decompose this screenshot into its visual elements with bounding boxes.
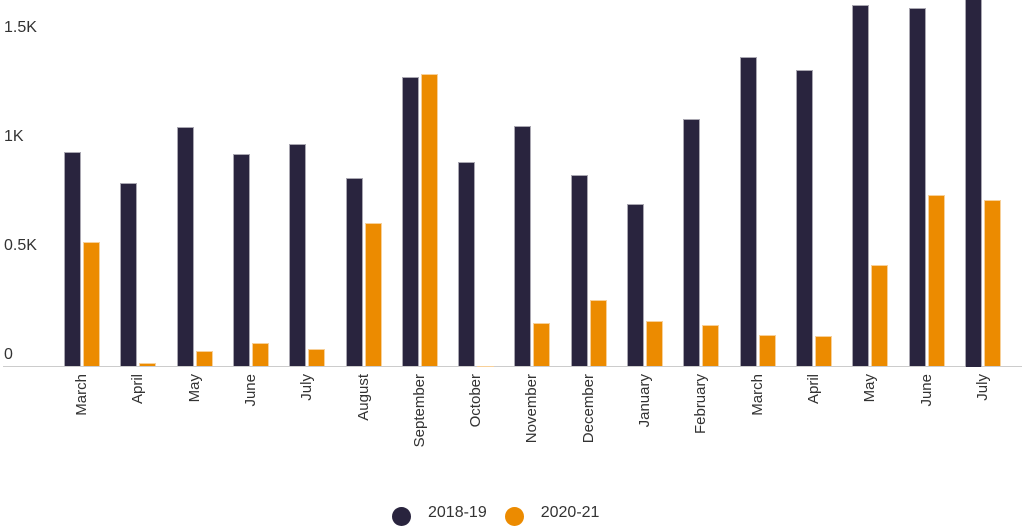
bar-series-1[interactable] [570, 174, 588, 367]
x-tick-label: April [804, 374, 822, 405]
legend-dot-icon [392, 507, 411, 526]
x-tick-label: September [410, 374, 428, 448]
bar-chart: 0 0.5K 1K 1.5K March April May June July August S… [3, 0, 1022, 526]
x-tick-label: February [692, 374, 710, 435]
bar-series-1[interactable] [401, 77, 419, 367]
bar-series-2[interactable] [308, 349, 326, 367]
legend-label: 2018-19 [428, 504, 487, 521]
legend: 2018-19 2020-21 [392, 504, 617, 526]
bar-series-1[interactable] [627, 203, 644, 367]
x-tick-label: April [129, 374, 147, 405]
bar-series-2[interactable] [589, 300, 607, 367]
bar-series-2[interactable] [871, 264, 889, 367]
y-tick-label: 0.5K [4, 236, 37, 254]
bar-series-1[interactable] [345, 178, 363, 367]
bar-series-1[interactable] [458, 161, 476, 367]
x-tick-label: June [241, 374, 259, 407]
bar-series-2[interactable] [195, 350, 213, 367]
bar-series-2[interactable] [983, 200, 1001, 367]
bar-series-2[interactable] [420, 73, 438, 367]
x-axis-line [3, 366, 1022, 367]
bar-series-2[interactable] [758, 335, 776, 367]
bar-series-2[interactable] [646, 321, 663, 367]
x-tick-label: March [748, 374, 766, 416]
bar-series-2[interactable] [251, 342, 269, 367]
bar-series-1[interactable] [289, 144, 307, 367]
x-tick-label: December [579, 374, 597, 444]
bar-series-1[interactable] [120, 183, 138, 367]
bar-series-1[interactable] [908, 8, 926, 367]
bar-series-1[interactable] [64, 152, 81, 367]
x-tick-label: July [298, 374, 316, 401]
x-tick-label: July [973, 374, 991, 401]
bar-series-2[interactable] [477, 365, 495, 367]
x-tick-label: January [636, 374, 653, 428]
y-tick-label: 0 [4, 345, 13, 363]
bar-series-2[interactable] [814, 336, 832, 367]
x-tick-label: August [354, 374, 372, 421]
y-tick-label: 1.5K [4, 19, 37, 36]
legend-label: 2020-21 [540, 504, 600, 521]
legend-dot-icon [504, 507, 524, 526]
bar-series-2[interactable] [533, 322, 551, 367]
bar-series-2[interactable] [83, 242, 100, 367]
bar-series-1[interactable] [683, 119, 701, 367]
bar-series-1[interactable] [514, 126, 532, 367]
x-tick-label: October [467, 374, 485, 428]
legend-item-series-1[interactable]: 2018-19 [392, 504, 487, 526]
bar-series-1[interactable] [795, 70, 813, 367]
y-tick-label: 1K [4, 127, 24, 145]
x-tick-label: May [861, 374, 879, 403]
bar-series-2[interactable] [702, 324, 720, 367]
bar-series-2[interactable] [927, 195, 945, 367]
bar-series-1[interactable] [176, 127, 194, 367]
x-tick-label: November [523, 374, 541, 444]
bar-series-1[interactable] [964, 0, 982, 367]
bar-series-1[interactable] [232, 153, 250, 367]
bar-series-2[interactable] [139, 363, 157, 367]
bar-series-1[interactable] [739, 56, 757, 367]
x-tick-label: June [917, 374, 935, 407]
legend-item-series-2[interactable]: 2020-21 [504, 504, 600, 526]
x-tick-label: March [73, 374, 90, 416]
bar-series-1[interactable] [852, 5, 870, 367]
bar-series-2[interactable] [364, 223, 382, 367]
x-tick-label: May [185, 374, 203, 403]
